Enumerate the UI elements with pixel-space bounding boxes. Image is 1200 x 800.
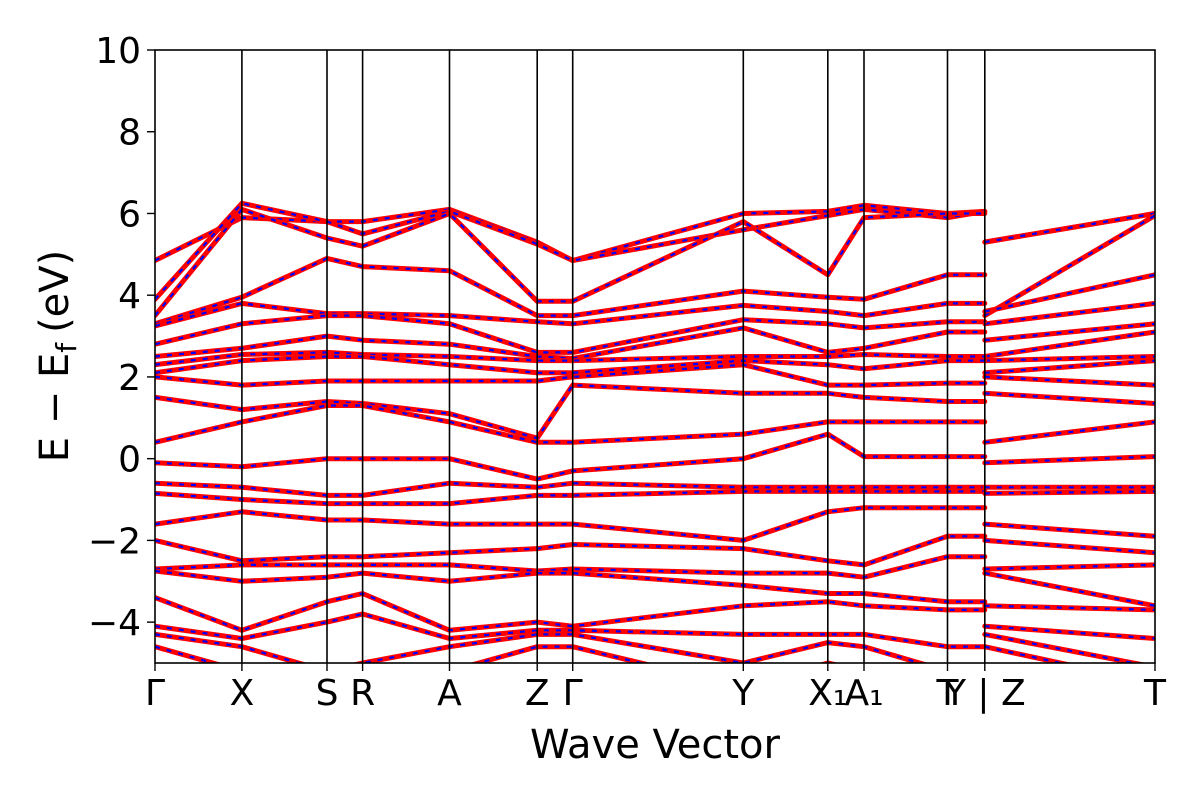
y-tick-label: 10 bbox=[95, 31, 141, 72]
band-line-overlay bbox=[984, 633, 1140, 663]
band-line-overlay bbox=[155, 506, 985, 542]
band-line bbox=[155, 206, 988, 319]
band-line-overlay bbox=[984, 420, 1155, 444]
y-axis-label-unit: (eV) bbox=[32, 250, 78, 333]
x-tick-label: X bbox=[230, 673, 255, 714]
band-line-overlay bbox=[984, 572, 1155, 607]
y-tick-label: −2 bbox=[88, 521, 141, 562]
band-line-overlay bbox=[155, 490, 985, 505]
band-line-overlay bbox=[155, 202, 985, 301]
band-line-overlay bbox=[155, 645, 833, 663]
y-tick-label: −4 bbox=[88, 603, 141, 644]
band-line-overlay bbox=[984, 523, 1155, 538]
x-tick-label: Z bbox=[525, 673, 550, 714]
x-tick-label: T bbox=[936, 673, 960, 714]
band-line-overlay bbox=[984, 375, 1155, 387]
band-line bbox=[155, 403, 988, 445]
band-line bbox=[155, 300, 988, 329]
band-line-overlay bbox=[155, 555, 985, 579]
y-tick-label: 4 bbox=[118, 276, 141, 317]
band-line-overlay bbox=[984, 455, 1155, 464]
band-line-overlay bbox=[155, 482, 985, 497]
band-line-overlay bbox=[984, 355, 1155, 362]
band-line-overlay bbox=[984, 273, 1155, 313]
band-line-overlay bbox=[984, 539, 1155, 554]
y-tick-label: 6 bbox=[118, 194, 141, 235]
x-tick-label: S bbox=[316, 673, 339, 714]
band-line-overlay bbox=[155, 612, 985, 648]
band-line-overlay bbox=[155, 535, 985, 567]
x-tick-label: A bbox=[437, 673, 462, 714]
band-line-overlay bbox=[984, 302, 1155, 325]
band-line-overlay bbox=[984, 359, 1155, 374]
band-line-overlay bbox=[984, 604, 1155, 611]
x-tick-label: X₁ bbox=[808, 673, 847, 714]
band-line-overlay bbox=[984, 563, 1155, 571]
band-line-overlay bbox=[155, 633, 924, 663]
y-axis-ticks: −4 −2 0 2 4 6 8 10 bbox=[88, 31, 155, 644]
x-tick-label: Γ bbox=[145, 673, 165, 714]
band-line-overlay bbox=[155, 355, 985, 374]
band-line-overlay bbox=[155, 314, 985, 354]
y-axis-label: E − Ef (eV) bbox=[32, 250, 83, 463]
band-line-overlay bbox=[984, 490, 1155, 495]
band-line-overlay bbox=[155, 592, 985, 632]
band-line-overlay bbox=[984, 214, 1155, 317]
band-line-overlay bbox=[984, 625, 1155, 640]
x-tick-label: Γ bbox=[563, 673, 583, 714]
x-tick-label: Y bbox=[731, 673, 755, 714]
band-line-overlay bbox=[984, 212, 1155, 244]
band-line-overlay bbox=[155, 326, 985, 360]
y-tick-label: 8 bbox=[118, 113, 141, 154]
band-line-overlay bbox=[155, 569, 985, 603]
band-line-overlay bbox=[984, 322, 1155, 342]
band-line-overlay bbox=[155, 433, 985, 481]
band-line-overlay bbox=[155, 351, 985, 366]
plot-frame bbox=[154, 49, 1156, 664]
band-line-overlay bbox=[155, 384, 985, 440]
x-tick-label: A₁ bbox=[844, 673, 883, 714]
band-line-overlay bbox=[155, 363, 985, 387]
band-line-overlay bbox=[984, 392, 1155, 405]
band-line bbox=[982, 644, 1073, 663]
band-line-overlay bbox=[984, 330, 1155, 358]
x-axis-label: Wave Vector bbox=[530, 722, 781, 768]
x-tick-label: R bbox=[350, 673, 375, 714]
band-line-overlay bbox=[155, 257, 985, 325]
x-tick-label: T bbox=[1143, 673, 1167, 714]
y-tick-label: 0 bbox=[118, 440, 141, 481]
y-tick-label: 2 bbox=[118, 358, 141, 399]
kpath-lines-group bbox=[241, 50, 986, 663]
bands-group bbox=[155, 200, 1155, 663]
x-tick-label: Y | Z bbox=[943, 673, 1026, 714]
y-axis-label-subscript: f bbox=[50, 342, 83, 353]
y-axis-label-main: E − E bbox=[32, 353, 78, 463]
